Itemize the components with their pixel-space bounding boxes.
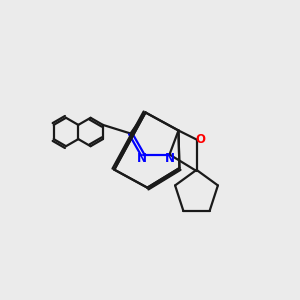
Text: O: O (195, 133, 205, 146)
Text: N: N (165, 152, 175, 165)
Text: N: N (137, 152, 147, 165)
